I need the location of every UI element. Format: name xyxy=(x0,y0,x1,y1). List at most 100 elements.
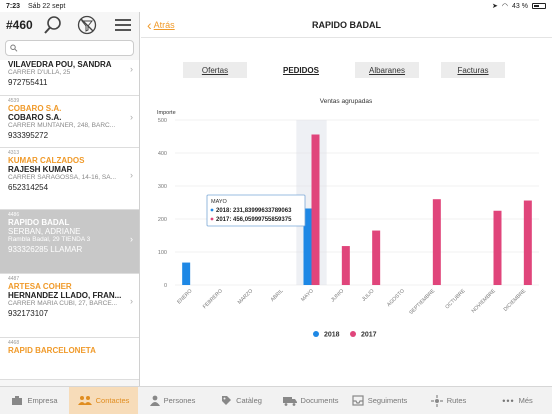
tab-persones[interactable]: Persones xyxy=(138,387,207,414)
x-tick-label: JULIO xyxy=(361,288,376,303)
contact-company: RAPID BARCELONETA xyxy=(8,346,96,355)
location-icon: ➤ xyxy=(492,3,498,10)
chevron-right-icon: › xyxy=(130,234,133,244)
tab-bar: Empresa Contactes Persones Catàleg Docum… xyxy=(0,386,552,414)
status-time: 7:23 xyxy=(6,2,21,10)
status-right: ➤ ◠ 43 % xyxy=(492,2,546,10)
chevron-right-icon: › xyxy=(130,64,133,74)
segment-albaranes[interactable]: Albaranes xyxy=(355,62,419,78)
x-tick-label: OCTUBRE xyxy=(444,288,467,311)
truck-icon xyxy=(282,396,297,406)
x-tick-label: SEPTIEMBRE xyxy=(408,288,436,316)
segment-ofertas[interactable]: Ofertas xyxy=(183,62,247,78)
tab-contactes[interactable]: Contactes xyxy=(69,387,138,414)
chevron-right-icon: › xyxy=(130,112,133,122)
tooltip-line: 2017: 456,05999755859375 xyxy=(216,217,292,223)
menu-icon[interactable] xyxy=(113,15,133,35)
page-title: RAPIDO BADAL xyxy=(312,19,381,30)
search-icon[interactable] xyxy=(43,15,63,35)
contact-code: 4468 xyxy=(8,340,20,346)
contact-item-selected[interactable]: 4486 RAPIDO BADAL SERBAN, ADRIANE Rambla… xyxy=(0,210,139,274)
y-axis-label: Importe xyxy=(157,110,176,116)
contact-address: CARRER MARIA CUBI, 27, BARCE... xyxy=(8,300,118,307)
tab-cataleg[interactable]: Catàleg xyxy=(207,387,276,414)
search-input[interactable] xyxy=(17,43,129,53)
tab-seguiments[interactable]: Seguiments xyxy=(345,387,414,414)
sales-chart-svg[interactable]: Ventas agrupadas Importe 0 100 200 300 400 500 E… xyxy=(141,92,552,350)
contact-phone: 652314254 xyxy=(8,183,49,192)
contacts-pane: #460 VILAVEDRA POU, SANDRA CARRER D'ULLA… xyxy=(0,12,140,386)
contact-phone: 933326285 LLAMAR xyxy=(8,245,83,254)
y-tick-label: 100 xyxy=(158,250,167,256)
status-bar: 7:23 Sáb 22 sept ➤ ◠ 43 % xyxy=(0,0,552,12)
tab-label: Empresa xyxy=(27,396,58,405)
bar-2017 xyxy=(523,200,532,285)
person-icon xyxy=(149,395,160,406)
legend-label: 2017 xyxy=(361,332,377,339)
tab-mes[interactable]: ••• Més xyxy=(483,387,552,414)
contact-company: ARTESA COHER xyxy=(8,282,72,291)
people-icon xyxy=(77,396,92,405)
bar-2017 xyxy=(493,210,502,285)
tab-label: Més xyxy=(518,396,533,405)
back-button[interactable]: ‹ Atrás xyxy=(141,18,175,32)
x-tick-label: MARZO xyxy=(237,288,254,305)
contact-address: CARRER MUNTANER, 248, BARC... xyxy=(8,122,116,129)
wifi-icon: ◠ xyxy=(501,3,509,10)
tab-label: Contactes xyxy=(95,396,130,405)
search-field[interactable] xyxy=(5,40,134,56)
contact-phone: 972755411 xyxy=(8,78,48,87)
more-icon: ••• xyxy=(502,395,515,406)
y-tick-label: 0 xyxy=(164,283,167,289)
chevron-right-icon: › xyxy=(130,296,133,306)
contact-item[interactable]: 4313 KUMAR CALZADOS RAJESH KUMAR CARRER … xyxy=(0,148,139,210)
contact-address: Rambla Badal, 29 TIENDA 3 xyxy=(8,236,91,243)
contact-person: RAJESH KUMAR xyxy=(8,165,73,174)
contacts-list: VILAVEDRA POU, SANDRA CARRER D'ULLA, 25 … xyxy=(0,60,139,380)
bar-2017 xyxy=(341,246,350,285)
tab-label: Documents xyxy=(300,396,339,405)
y-tick-label: 500 xyxy=(158,118,167,124)
contact-item[interactable]: VILAVEDRA POU, SANDRA CARRER D'ULLA, 25 … xyxy=(0,60,139,96)
segment-pedidos[interactable]: PEDIDOS xyxy=(269,62,333,78)
contact-code: 4539 xyxy=(8,98,20,104)
search-small-icon xyxy=(10,44,18,52)
chart-tooltip xyxy=(206,194,306,227)
chart-title: Ventas agrupadas xyxy=(320,98,373,105)
bar-2017 xyxy=(311,134,320,285)
contact-person: VILAVEDRA POU, SANDRA xyxy=(8,60,112,69)
contact-item[interactable]: 4487 ARTESA COHER HERNANDEZ LLADO, FRAN.… xyxy=(0,274,139,338)
contact-item[interactable]: 4539 COBARO S.A. COBARO S.A. CARRER MUNT… xyxy=(0,96,139,148)
legend-label: 2018 xyxy=(324,332,340,339)
contact-address: CARRER SARAGOSSA, 14-16, SA... xyxy=(8,174,117,181)
tab-documents[interactable]: Documents xyxy=(276,387,345,414)
battery-icon xyxy=(532,3,546,9)
document-segments: Ofertas PEDIDOS Albaranes Facturas xyxy=(183,62,505,78)
contacts-count: #460 xyxy=(6,18,33,32)
chevron-right-icon: › xyxy=(130,170,133,180)
x-tick-label: ABRIL xyxy=(270,288,285,303)
x-tick-label: AGOSTO xyxy=(386,288,406,308)
bar-2018 xyxy=(303,208,312,285)
filter-off-icon[interactable] xyxy=(77,15,97,35)
contact-code: 4487 xyxy=(8,276,20,282)
inbox-icon xyxy=(352,395,364,406)
bar-2017 xyxy=(372,230,381,285)
route-icon xyxy=(430,394,443,407)
contact-item[interactable]: 4468 RAPID BARCELONETA xyxy=(0,338,139,380)
legend-marker-2018 xyxy=(313,331,319,337)
contact-code: 4486 xyxy=(8,212,20,218)
contact-address: CARRER D'ULLA, 25 xyxy=(8,69,71,76)
tab-empresa[interactable]: Empresa xyxy=(0,387,69,414)
tab-rutes[interactable]: Rutes xyxy=(414,387,483,414)
sales-chart[interactable]: Ventas agrupadas Importe 0 100 200 300 400 500 E… xyxy=(141,92,552,350)
bar-2018 xyxy=(182,262,191,285)
contacts-header: #460 xyxy=(0,12,139,38)
x-tick-label: NOVIEMBRE xyxy=(471,288,498,315)
tab-label: Persones xyxy=(163,396,196,405)
tooltip-title: MAYO xyxy=(211,199,228,205)
tooltip-dot xyxy=(210,208,214,212)
x-tick-label: MAYO xyxy=(300,288,315,303)
x-tick-label: JUNIO xyxy=(330,288,345,303)
segment-facturas[interactable]: Facturas xyxy=(441,62,505,78)
